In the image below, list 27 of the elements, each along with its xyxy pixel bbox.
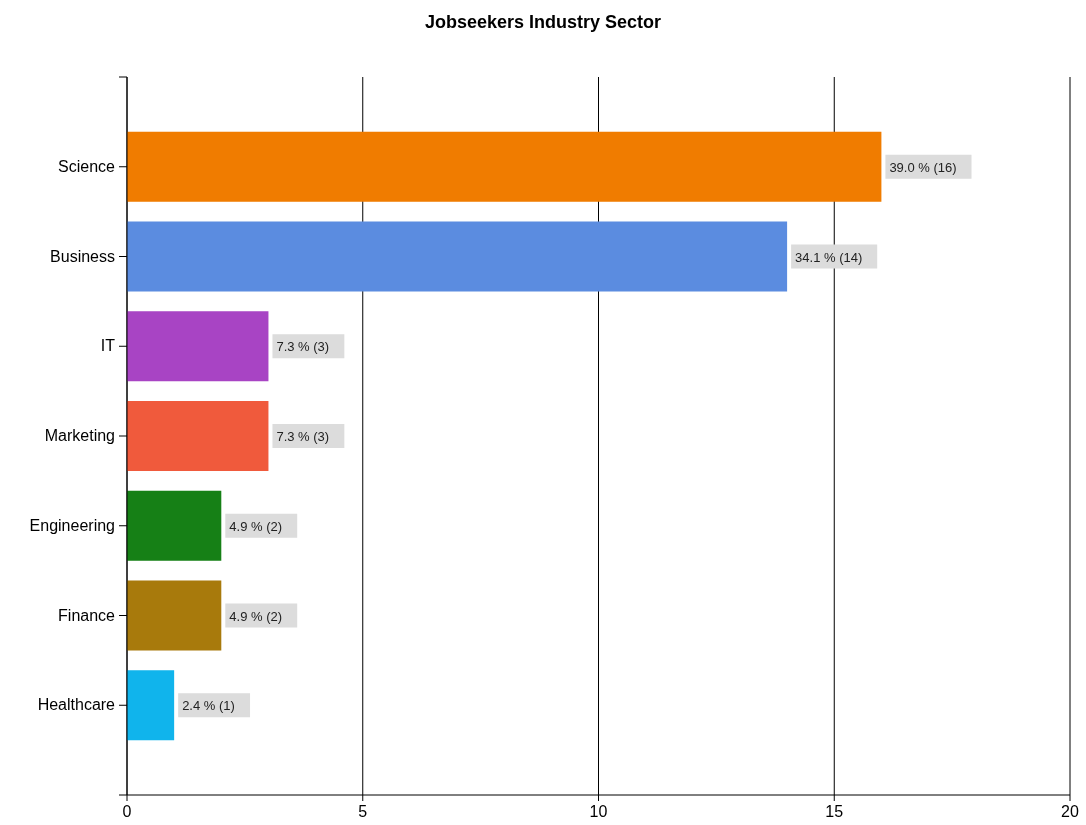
y-tick-label: Marketing — [44, 427, 115, 444]
data-label: 4.9 % (2) — [229, 518, 283, 534]
chart-title: Jobseekers Industry Sector — [424, 12, 662, 32]
data-label: 39.0 % (16) — [889, 159, 957, 175]
data-label: 7.3 % (3) — [276, 339, 330, 355]
bar — [127, 401, 269, 471]
y-tick-label: IT — [100, 337, 116, 355]
data-label: 4.9 % (2) — [229, 608, 283, 624]
bar — [127, 221, 788, 292]
y-tick-label: Business — [50, 247, 115, 265]
bar — [127, 670, 175, 741]
bar — [127, 490, 222, 561]
x-tick-label: 0 — [122, 803, 132, 820]
x-tick-label: 10 — [589, 803, 608, 820]
data-label: 2.4 % (1) — [182, 698, 235, 714]
x-tick-label: 20 — [1061, 803, 1079, 820]
data-label: 34.1 % (14) — [795, 249, 863, 265]
y-tick-label: Finance — [58, 606, 116, 624]
y-tick-label: Science — [58, 157, 116, 175]
y-tick-label: Engineering — [29, 516, 115, 534]
y-tick-label: Healthcare — [37, 696, 116, 714]
bar — [127, 131, 882, 202]
bar — [127, 580, 222, 651]
bar — [127, 311, 269, 382]
x-tick-label: 5 — [358, 803, 368, 820]
x-tick-label: 15 — [825, 803, 844, 820]
data-label: 7.3 % (3) — [276, 429, 330, 444]
